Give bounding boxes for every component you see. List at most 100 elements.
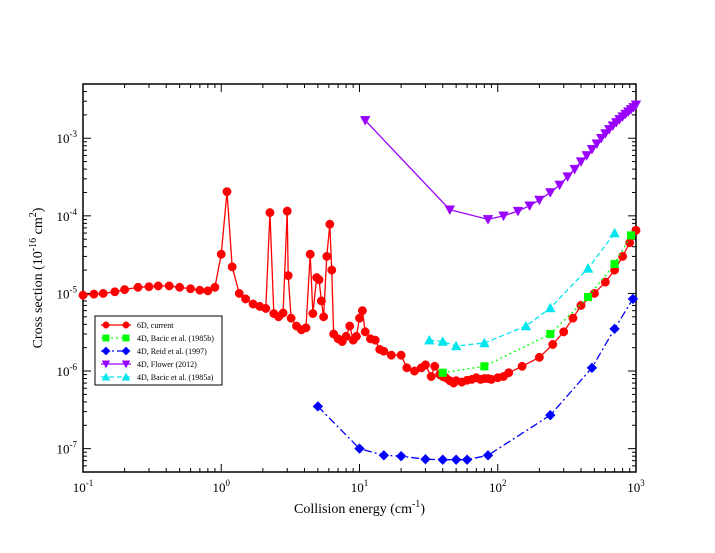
legend-label: 4D, Flower (2012)	[137, 360, 197, 369]
y-tick-label: 10-5	[57, 284, 78, 301]
x-tick-labels: 10-1 100 101 102 103	[73, 478, 646, 495]
legend-label: 4D, Bacic et al. (1985a)	[137, 373, 214, 382]
data-point	[498, 211, 509, 222]
series-layer	[78, 100, 642, 466]
data-point	[562, 172, 573, 182]
data-point	[286, 313, 296, 323]
legend: 6D, current 4D, Bacic et al. (1985b) 4D, R…	[94, 315, 223, 386]
legend-entry: 6D, current	[101, 321, 174, 330]
data-point	[110, 287, 120, 297]
data-point	[186, 284, 196, 294]
data-point	[314, 275, 324, 285]
data-point	[444, 205, 456, 216]
y-tick-labels: 10-7 10-6 10-5 10-4 10-3	[57, 129, 78, 456]
data-point	[548, 340, 558, 349]
y-tick-label: 10-6	[57, 362, 78, 379]
data-point	[504, 368, 514, 378]
series-line	[429, 232, 616, 347]
legend-entry: 4D, Bacic et al. (1985a)	[101, 372, 214, 382]
data-point	[78, 290, 88, 300]
data-point	[421, 360, 430, 370]
data-point	[354, 443, 365, 454]
data-point	[325, 219, 335, 229]
data-point	[370, 335, 380, 345]
data-point	[524, 201, 535, 212]
data-point	[545, 409, 556, 421]
legend-marker	[122, 321, 130, 329]
data-point	[378, 450, 390, 461]
data-point	[482, 450, 494, 461]
data-point	[630, 100, 642, 111]
legend-marker	[102, 321, 110, 329]
data-point	[430, 361, 440, 371]
series-2	[438, 231, 636, 377]
data-point	[261, 304, 271, 313]
data-point	[210, 282, 220, 292]
data-point	[582, 263, 594, 273]
legend-marker	[101, 372, 111, 381]
x-tick-label: 10-1	[73, 478, 94, 495]
data-point	[282, 206, 292, 216]
data-point	[534, 352, 544, 362]
data-point	[586, 145, 598, 155]
y-tick-label: 10-3	[57, 129, 78, 146]
data-point	[609, 323, 620, 335]
legend-entry: 4D, Flower (2012)	[101, 360, 197, 369]
data-point	[576, 301, 586, 310]
x-axis-label: Collision energy (cm-1)	[294, 499, 425, 517]
data-point	[546, 329, 555, 339]
data-point	[216, 249, 226, 259]
data-point	[586, 362, 598, 374]
data-point	[144, 282, 154, 292]
data-point	[450, 454, 462, 466]
data-point	[227, 262, 237, 272]
data-point	[584, 292, 593, 302]
data-point	[164, 281, 174, 291]
legend-label: 4D, Bacic et al. (1985b)	[137, 334, 214, 343]
data-point	[312, 401, 324, 412]
data-point	[322, 251, 332, 261]
data-point	[327, 265, 337, 275]
data-point	[153, 281, 163, 291]
legend-box	[94, 315, 223, 386]
legend-entry: 4D, Reid et al. (1997)	[101, 346, 207, 356]
legend-marker	[101, 360, 111, 369]
data-point	[482, 215, 494, 225]
data-point	[591, 139, 602, 150]
data-point	[283, 271, 293, 281]
data-point	[355, 313, 364, 323]
data-point	[316, 296, 326, 306]
data-point	[517, 361, 527, 371]
data-point	[569, 164, 580, 175]
data-point	[520, 320, 532, 331]
y-axis-label: Cross section (10-16 cm2)	[28, 207, 46, 348]
data-point	[450, 340, 462, 351]
data-point	[175, 282, 185, 292]
data-point	[545, 302, 556, 313]
data-point	[98, 288, 108, 298]
data-point	[265, 208, 275, 218]
data-point	[512, 206, 524, 217]
x-tick-label: 102	[489, 478, 507, 495]
series-5	[424, 227, 620, 351]
series-line	[364, 104, 637, 221]
data-point	[195, 285, 205, 295]
legend-marker	[122, 334, 130, 342]
legend-marker	[121, 346, 131, 356]
series-3	[312, 293, 639, 466]
data-point	[222, 187, 232, 197]
data-point	[600, 277, 610, 287]
data-point	[241, 294, 251, 304]
data-point	[424, 334, 435, 345]
legend-label: 4D, Reid et al. (1997)	[137, 347, 207, 356]
y-tick-label: 10-7	[57, 440, 78, 457]
data-point	[360, 327, 370, 337]
data-point	[568, 313, 578, 323]
data-point	[534, 195, 545, 206]
data-point	[341, 331, 351, 341]
data-point	[345, 321, 355, 331]
x-tick-label: 100	[213, 478, 231, 495]
data-point	[479, 337, 490, 348]
data-point	[203, 286, 213, 296]
